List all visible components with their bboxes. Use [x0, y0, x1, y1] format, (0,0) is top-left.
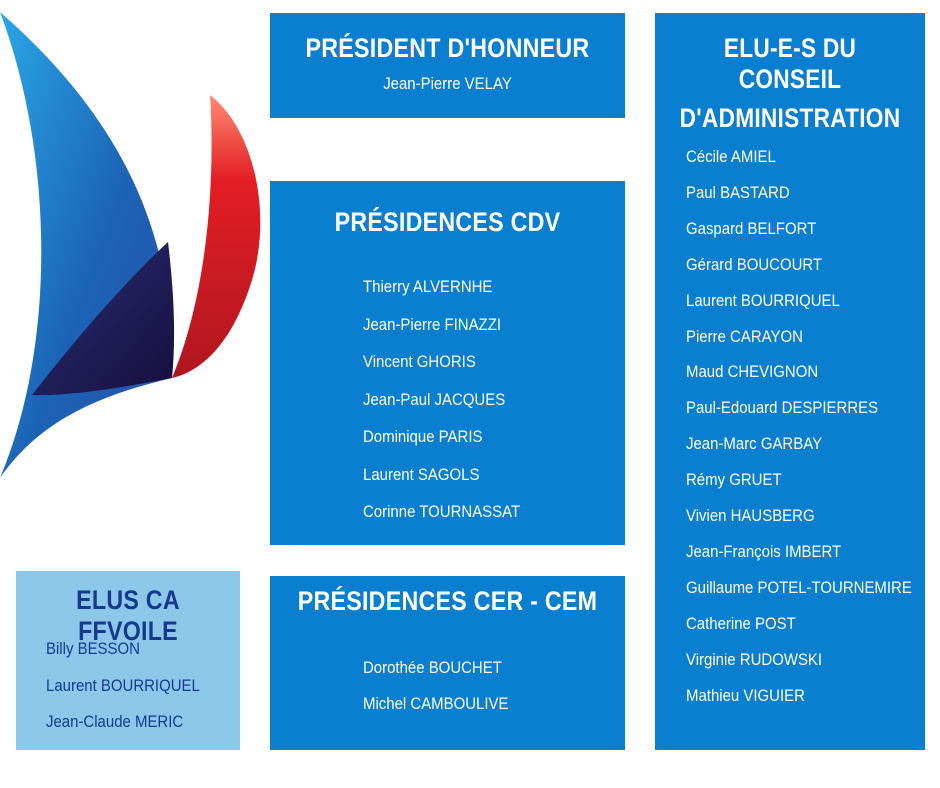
member-name: Paul BASTARD — [686, 182, 790, 202]
elus-ffvoile-title: ELUS CA FFVOILE — [76, 585, 180, 646]
member-name: Laurent SAGOLS — [363, 464, 480, 484]
member-name: Corinne TOURNASSAT — [363, 502, 521, 521]
member-name: Gérard BOUCOURT — [686, 254, 823, 274]
elus-ffvoile-box: ELUS CA FFVOILE Billy BESSON Laurent BOUR… — [16, 571, 240, 750]
presidences-cer-cem-title: PRÉSIDENCES CER - CEM — [297, 586, 598, 616]
sail-red-shape — [172, 95, 261, 378]
president-honneur-name: Jean-Pierre VELAY — [383, 74, 512, 93]
member-name: Michel CAMBOULIVE — [363, 694, 509, 713]
presidences-cdv-title: PRÉSIDENCES CDV — [334, 207, 561, 237]
sail-logo-icon — [0, 12, 261, 478]
member-name: Mathieu VIGUIER — [686, 685, 805, 705]
conseil-title-line2: D'ADMINISTRATION — [679, 103, 901, 133]
presidences-cdv-list: Thierry ALVERNHE Jean-Pierre FINAZZI Vince… — [363, 268, 542, 531]
conseil-title-line1: ELU-E-S DU CONSEIL — [723, 33, 857, 94]
member-name: Vincent GHORIS — [363, 352, 476, 371]
member-name: Pierre CARAYON — [686, 326, 803, 346]
member-name: Jean-Pierre FINAZZI — [363, 314, 501, 334]
elus-ffvoile-list: Billy BESSON Laurent BOURRIQUEL Jean-Claud… — [46, 631, 221, 741]
member-name: Dorothée BOUCHET — [363, 658, 502, 677]
conseil-administration-list: Cécile AMIEL Paul BASTARD Gaspard BELFORT G… — [686, 139, 940, 714]
member-name: Catherine POST — [686, 613, 796, 633]
member-name: Guillaume POTEL-TOURNEMIRE — [686, 577, 912, 597]
member-name: Jean-François IMBERT — [686, 541, 842, 561]
member-name: Virginie RUDOWSKI — [686, 649, 823, 669]
member-name: Laurent BOURRIQUEL — [686, 290, 840, 310]
member-name: Jean-Marc GARBAY — [686, 434, 823, 454]
member-name: Jean-Paul JACQUES — [363, 389, 506, 409]
member-name: Cécile AMIEL — [686, 147, 776, 166]
member-name: Dominique PARIS — [363, 427, 483, 446]
member-name: Billy BESSON — [46, 639, 140, 658]
member-name: Laurent BOURRIQUEL — [46, 675, 200, 695]
member-name: Rémy GRUET — [686, 470, 782, 490]
member-name: Vivien HAUSBERG — [686, 506, 815, 526]
member-name: Maud CHEVIGNON — [686, 362, 819, 382]
sail-dark-shape — [32, 242, 175, 396]
member-name: Thierry ALVERNHE — [363, 277, 493, 296]
member-name: Jean-Claude MERIC — [46, 712, 184, 731]
member-name: Paul-Edouard DESPIERRES — [686, 398, 879, 418]
sail-blue-shape — [0, 12, 173, 478]
conseil-administration-box: ELU-E-S DU CONSEIL D'ADMINISTRATION Céci… — [655, 13, 925, 750]
president-honneur-title: PRÉSIDENT D'HONNEUR — [305, 33, 590, 63]
president-honneur-box: PRÉSIDENT D'HONNEUR Jean-Pierre VELAY — [270, 13, 625, 118]
presidences-cer-cem-list: Dorothée BOUCHET Michel CAMBOULIVE — [363, 650, 528, 722]
member-name: Gaspard BELFORT — [686, 218, 817, 238]
presidences-cdv-box: PRÉSIDENCES CDV Thierry ALVERNHE Jean-Pie… — [270, 181, 625, 545]
presidences-cer-cem-box: PRÉSIDENCES CER - CEM Dorothée BOUCHET Mi… — [270, 576, 625, 750]
